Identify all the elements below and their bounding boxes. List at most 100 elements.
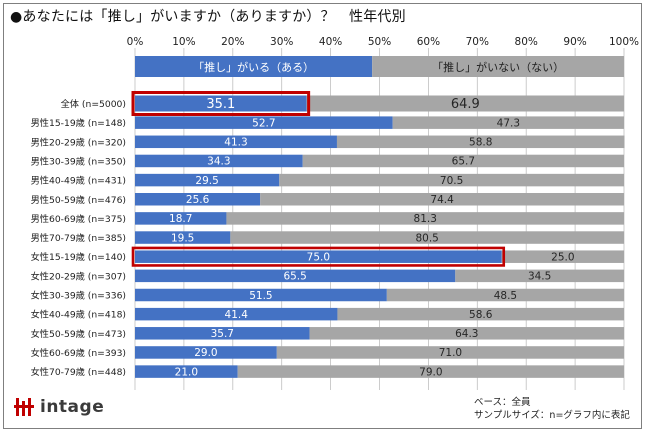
bar-yes bbox=[135, 116, 393, 129]
category-label: 男性30-39歳 (n=350) bbox=[31, 155, 126, 167]
data-label-no: 79.0 bbox=[419, 366, 442, 378]
bar-no bbox=[226, 212, 624, 225]
footnote: ベース：全員 サンプルサイズ：n=グラフ内に表記 bbox=[474, 396, 630, 422]
legend-bar-yes bbox=[135, 56, 373, 77]
bar-yes bbox=[135, 193, 261, 206]
data-label-no: 65.7 bbox=[452, 156, 475, 168]
bar-no bbox=[306, 95, 624, 112]
data-label-no: 58.6 bbox=[469, 309, 493, 321]
bar-no bbox=[276, 346, 624, 359]
data-label-no: 70.5 bbox=[440, 175, 463, 187]
data-label-no: 47.3 bbox=[497, 117, 520, 129]
bar-yes bbox=[135, 173, 280, 187]
intage-logo: intage bbox=[14, 396, 104, 418]
category-label: 女性50-59歳 (n=473) bbox=[31, 328, 126, 340]
category-label: 男性60-69歳 (n=375) bbox=[31, 213, 126, 225]
category-label: 女性40-49歳 (n=418) bbox=[31, 309, 126, 321]
category-label: 全体 (n=5000) bbox=[61, 98, 126, 110]
category-label: 男性70-79歳 (n=385) bbox=[31, 232, 126, 244]
x-tick-label: 10% bbox=[172, 36, 195, 48]
x-tick-label: 40% bbox=[319, 36, 342, 48]
x-tick-label: 60% bbox=[417, 36, 440, 48]
data-label-yes: 52.7 bbox=[252, 117, 275, 129]
bar-yes bbox=[135, 154, 303, 168]
bar-yes bbox=[135, 135, 337, 149]
bar-no bbox=[302, 154, 624, 168]
data-label-yes: 18.7 bbox=[169, 213, 192, 225]
data-label-no: 81.3 bbox=[414, 213, 437, 225]
bar-yes bbox=[135, 346, 277, 359]
bar-no bbox=[237, 365, 624, 378]
bar-no bbox=[455, 269, 624, 283]
data-label-yes: 75.0 bbox=[307, 251, 330, 263]
data-label-yes: 51.5 bbox=[249, 290, 272, 302]
category-label: 女性15-19歳 (n=140) bbox=[31, 251, 126, 263]
bar-no bbox=[260, 193, 624, 206]
data-label-yes: 25.6 bbox=[186, 194, 210, 206]
data-label-yes: 35.1 bbox=[206, 97, 235, 112]
data-label-yes: 19.5 bbox=[171, 232, 194, 244]
x-tick-label: 20% bbox=[221, 36, 244, 48]
data-label-no: 74.4 bbox=[430, 194, 454, 206]
highlight-box bbox=[131, 91, 311, 116]
bar-yes bbox=[135, 212, 227, 225]
category-label: 男性20-29歳 (n=320) bbox=[31, 136, 126, 148]
data-label-yes: 35.7 bbox=[211, 328, 234, 340]
bar-no bbox=[386, 288, 624, 302]
data-label-no: 48.5 bbox=[494, 290, 517, 302]
data-label-no: 25.0 bbox=[551, 251, 574, 263]
bar-no bbox=[392, 116, 624, 129]
intage-logo-text: intage bbox=[40, 397, 105, 417]
legend-label-yes: 「推し」がいる（ある） bbox=[193, 60, 314, 74]
footnote-sample-size: サンプルサイズ：n=グラフ内に表記 bbox=[474, 410, 630, 421]
bar-no bbox=[309, 327, 624, 340]
category-label: 女性30-39歳 (n=336) bbox=[31, 290, 126, 302]
category-label: 男性15-19歳 (n=148) bbox=[31, 117, 126, 129]
data-label-no: 80.5 bbox=[415, 232, 438, 244]
data-label-yes: 29.0 bbox=[194, 347, 217, 359]
data-label-yes: 41.3 bbox=[224, 137, 247, 149]
data-label-no: 71.0 bbox=[439, 347, 462, 359]
bar-yes bbox=[135, 288, 387, 302]
intage-logo-icon bbox=[14, 398, 34, 416]
data-label-yes: 41.4 bbox=[225, 309, 249, 321]
category-label: 男性50-59歳 (n=476) bbox=[31, 194, 126, 206]
category-label: 女性70-79歳 (n=448) bbox=[31, 366, 126, 378]
bar-yes bbox=[135, 231, 231, 244]
bar-yes bbox=[135, 250, 502, 263]
bar-no bbox=[501, 250, 624, 263]
bar-yes bbox=[135, 269, 456, 283]
x-tick-label: 90% bbox=[563, 36, 586, 48]
x-tick-label: 0% bbox=[127, 36, 144, 48]
x-tick-label: 100% bbox=[609, 36, 639, 48]
bar-yes bbox=[135, 365, 238, 378]
bar-no bbox=[279, 173, 624, 187]
bar-no bbox=[336, 135, 625, 149]
legend-bar-no bbox=[372, 56, 624, 77]
legend-label-no: 「推し」がいない（ない） bbox=[432, 60, 564, 74]
x-tick-label: 30% bbox=[270, 36, 293, 48]
data-label-no: 58.8 bbox=[469, 137, 492, 149]
footnote-base: ベース：全員 bbox=[474, 397, 531, 408]
bar-yes bbox=[135, 327, 310, 340]
highlight-box bbox=[131, 246, 506, 267]
data-label-yes: 21.0 bbox=[175, 366, 198, 378]
bar-no bbox=[230, 231, 625, 244]
chart-title: ●あなたには「推し」がいますか（ありますか）？ 性年代別 bbox=[10, 9, 406, 25]
bar-yes bbox=[135, 95, 307, 112]
x-tick-label: 50% bbox=[368, 36, 391, 48]
data-label-no: 64.3 bbox=[455, 328, 478, 340]
category-label: 女性20-29歳 (n=307) bbox=[31, 270, 126, 282]
data-label-yes: 29.5 bbox=[195, 175, 218, 187]
category-label: 女性60-69歳 (n=393) bbox=[31, 347, 126, 359]
data-label-no: 34.5 bbox=[528, 271, 551, 283]
category-label: 男性40-49歳 (n=431) bbox=[31, 175, 126, 187]
data-label-yes: 65.5 bbox=[283, 271, 306, 283]
bar-yes bbox=[135, 307, 338, 321]
data-label-no: 64.9 bbox=[451, 97, 480, 112]
x-tick-label: 70% bbox=[466, 36, 489, 48]
bar-no bbox=[337, 307, 624, 321]
data-label-yes: 34.3 bbox=[207, 156, 230, 168]
x-tick-label: 80% bbox=[515, 36, 538, 48]
